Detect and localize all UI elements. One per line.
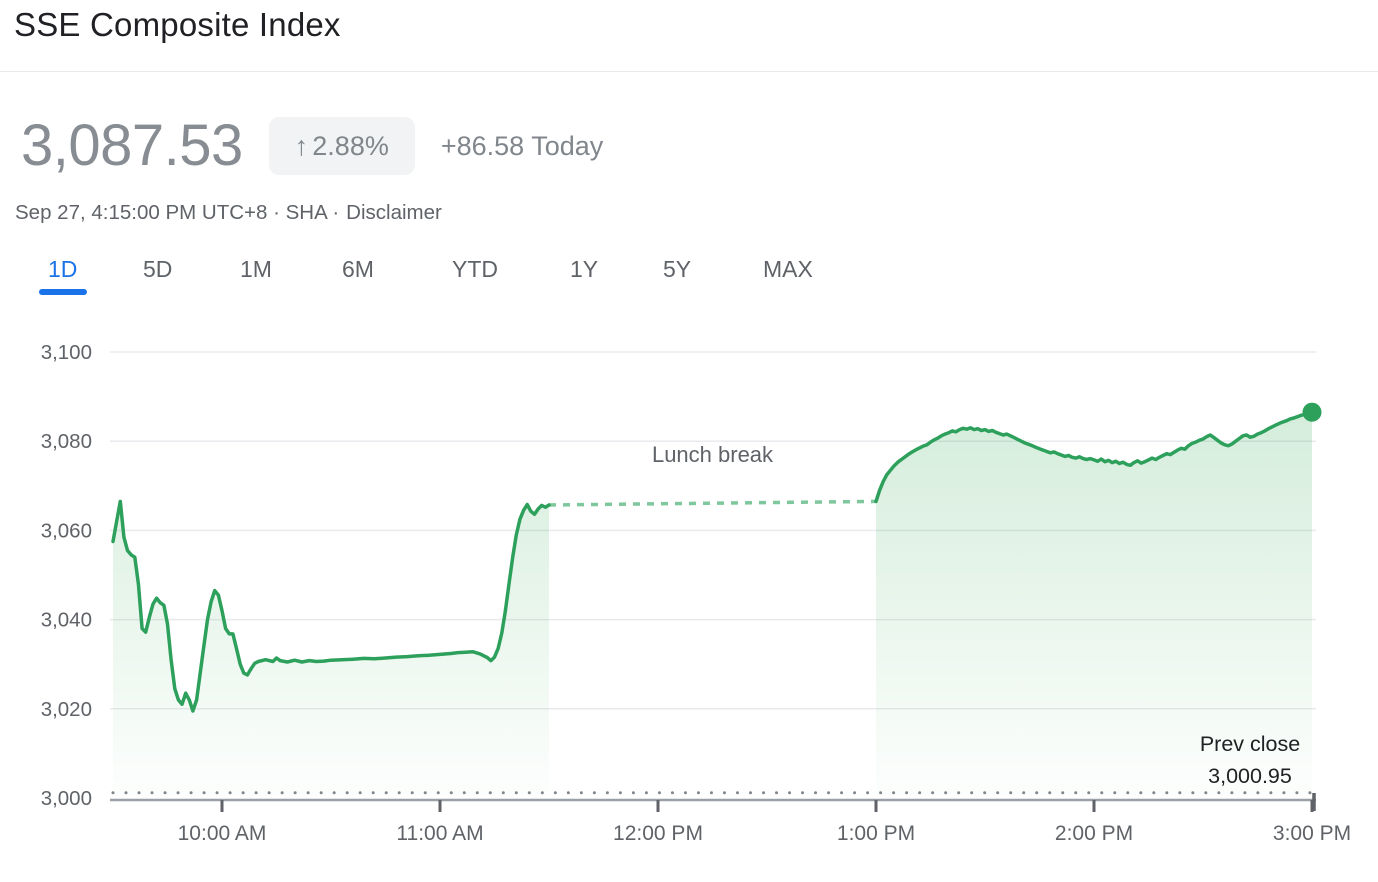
tab-1y[interactable]: 1Y <box>570 256 599 282</box>
tab-max[interactable]: MAX <box>763 256 813 282</box>
change-badge: ↑ 2.88% <box>268 117 415 175</box>
tab-ytd[interactable]: YTD <box>452 256 498 282</box>
afternoon-session-line <box>874 410 1314 504</box>
arrow-up-icon: ↑ <box>294 130 309 161</box>
tab-5y[interactable]: 5Y <box>663 256 692 282</box>
lunch-break-dashed-line <box>548 499 877 507</box>
page-title: SSE Composite Index <box>14 6 341 43</box>
change-today: +86.58 Today <box>440 130 604 161</box>
latest-price-dot <box>1302 402 1322 422</box>
y-axis-label: 3,060 <box>41 519 92 542</box>
change-percent: 2.88% <box>312 130 389 161</box>
prev-close-value: 3,000.95 <box>1208 764 1292 788</box>
morning-session-fill <box>113 501 549 798</box>
x-axis-label: 12:00 PM <box>613 822 703 845</box>
tab-5d[interactable]: 5D <box>143 256 173 282</box>
price-row: 3,087.53 ↑ 2.88% +86.58 Today <box>21 112 603 180</box>
tab-1d[interactable]: 1D <box>38 256 88 295</box>
y-axis-label: 3,080 <box>41 430 92 453</box>
y-axis-label: 3,020 <box>41 698 92 721</box>
time-range-tabs: 1D 5D 1M 6M YTD 1Y 5Y MAX <box>0 255 1378 297</box>
y-axis-label: 3,040 <box>41 609 92 632</box>
prev-close-label: Prev close <box>1200 732 1300 756</box>
afternoon-session-fill <box>876 412 1312 798</box>
x-axis-label: 11:00 AM <box>396 822 483 845</box>
quote-meta: Sep 27, 4:15:00 PM UTC+8 · SHA · Disclaim… <box>15 201 442 225</box>
x-axis-label: 10:00 AM <box>178 822 267 845</box>
x-axis-label: 1:00 PM <box>837 822 915 845</box>
lunch-break-label: Lunch break <box>652 442 774 467</box>
morning-session-line <box>111 499 551 713</box>
x-axis-label: 2:00 PM <box>1055 822 1133 845</box>
tab-1m[interactable]: 1M <box>240 256 272 282</box>
tab-6m[interactable]: 6M <box>342 256 374 282</box>
disclaimer-link[interactable]: Disclaimer <box>346 201 442 224</box>
current-price: 3,087.53 <box>21 113 243 178</box>
y-axis-label: 3,100 <box>41 341 92 364</box>
quote-timestamp: Sep 27, 4:15:00 PM UTC+8 · SHA · <box>15 201 340 224</box>
y-axis-label: 3,000 <box>41 787 92 810</box>
header-divider <box>0 71 1378 72</box>
x-axis-label: 3:00 PM <box>1273 822 1351 845</box>
